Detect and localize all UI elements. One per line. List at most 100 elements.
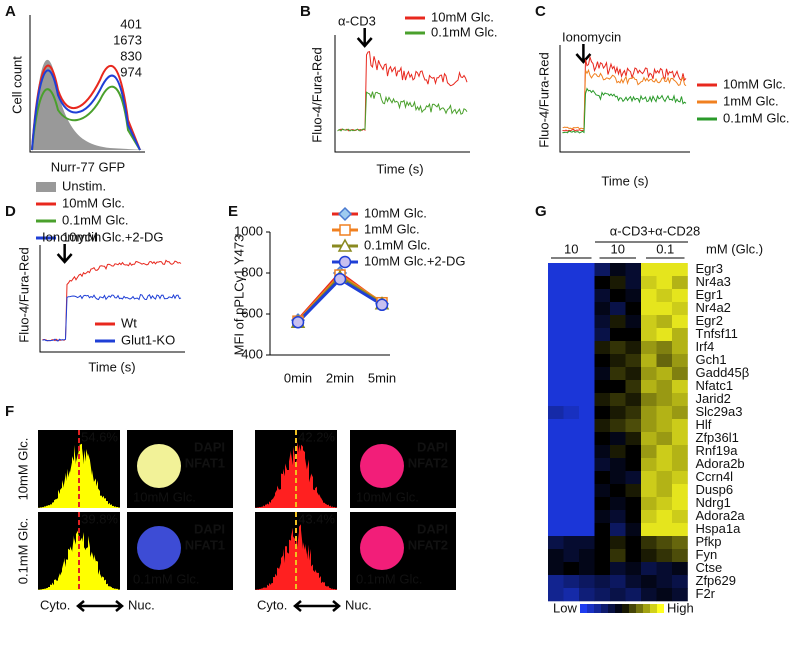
heatmap-cell (563, 523, 580, 537)
heatmap-cell (594, 276, 611, 290)
heatmap-cell (548, 471, 564, 485)
gene-label: Adora2b (696, 456, 745, 471)
heatmap-cell (656, 497, 673, 511)
legend-marker (339, 224, 351, 236)
histogram (255, 524, 337, 590)
heatmap-cell (625, 549, 642, 563)
heatmap-cell (548, 458, 564, 472)
heatmap-cell (610, 341, 626, 355)
colorbar-cell (643, 604, 650, 613)
heatmap-cell (641, 302, 657, 316)
heatmap-cell (641, 328, 657, 342)
double-arrow (293, 600, 341, 612)
gene-label: Fyn (696, 547, 718, 562)
heatmap-cell (641, 354, 657, 368)
heatmap-cell (610, 588, 626, 602)
heatmap-cell (594, 458, 611, 472)
y-axis-label: Fluo-4/Fura-Red (16, 247, 31, 342)
colorbar-label: High (667, 600, 694, 615)
heatmap-cell (610, 575, 626, 589)
heatmap-cell (672, 302, 688, 316)
heatmap-cell (625, 575, 642, 589)
heatmap-cell (548, 536, 564, 550)
heatmap-cell (610, 562, 626, 576)
heatmap-cell (548, 263, 564, 277)
colorbar-cell (594, 604, 601, 613)
double-arrow (76, 600, 124, 612)
heatmap-cell (548, 354, 564, 368)
x-tick-label: 2min (326, 370, 354, 385)
heatmap-cell (656, 536, 673, 550)
axes (39, 245, 185, 353)
heatmap-cell (579, 380, 595, 394)
marker (333, 272, 347, 286)
heatmap-cell (641, 523, 657, 537)
heatmap-cell (656, 354, 673, 368)
stain-label: NFAT1 (185, 455, 225, 470)
heatmap-cell (641, 341, 657, 355)
heatmap-cell (563, 484, 580, 498)
heatmap-cell (656, 588, 673, 602)
heatmap-cell (548, 523, 564, 537)
heatmap-cell (625, 406, 642, 420)
heatmap-cell (594, 315, 611, 329)
heatmap-cell (563, 445, 580, 459)
heatmap-cell (672, 341, 688, 355)
heatmap-cell (641, 380, 657, 394)
y-axis-label: Fluo-4/Fura-Red (309, 47, 324, 142)
panel-letter: E (228, 203, 238, 220)
heatmap-cell (656, 445, 673, 459)
heatmap-cell (625, 263, 642, 277)
heatmap-cell (594, 406, 611, 420)
heatmap-cell (625, 393, 642, 407)
heatmap-cell (548, 315, 564, 329)
heatmap-cell (656, 341, 673, 355)
colorbar-label: Low (553, 600, 577, 615)
heatmap-cell (672, 393, 688, 407)
colorbar-cell (650, 604, 657, 613)
heatmap-cell (610, 380, 626, 394)
y-tick-label: 800 (241, 264, 263, 279)
trace (42, 259, 182, 342)
stain-label: NFAT2 (408, 455, 448, 470)
group-label: 10 (564, 241, 578, 256)
heatmap-cell (625, 445, 642, 459)
legend-label: 0.1mM Glc. (364, 237, 430, 252)
gene-label: Pfkp (696, 534, 722, 549)
heatmap-cell (563, 289, 580, 303)
heatmap-cell (641, 458, 657, 472)
gene-label: Ndrg1 (696, 495, 731, 510)
y-axis-label: MFI of pPLCγ1 Y473 (231, 235, 246, 356)
heatmap-cell (625, 315, 642, 329)
heatmap-cell (672, 328, 688, 342)
stain-label: NFAT2 (408, 537, 448, 552)
stain-label: DAPI (417, 439, 448, 454)
heatmap-cell (625, 354, 642, 368)
heatmap-cell (594, 263, 611, 277)
heatmap-cell (641, 276, 657, 290)
heatmap-cell (579, 562, 595, 576)
y-axis-label: Fluo-4/Fura-Red (536, 52, 551, 147)
heatmap-cell (641, 315, 657, 329)
heatmap-cell (563, 419, 580, 433)
heatmap-cell (641, 393, 657, 407)
gene-label: Nfatc1 (696, 378, 734, 393)
heatmap-cell (563, 458, 580, 472)
percent-label: 39.8% (81, 511, 118, 526)
heatmap-cell (610, 289, 626, 303)
heatmap-cell (594, 549, 611, 563)
gene-label: Rnf19a (696, 443, 739, 458)
heatmap-cell (672, 484, 688, 498)
gene-label: Gadd45β (696, 365, 750, 380)
heatmap-cell (656, 276, 673, 290)
stimulus-label: α-CD3 (338, 13, 376, 28)
axis-label: Nuc. (345, 597, 372, 612)
histogram (31, 69, 141, 151)
legend-label: Glut1-KO (121, 332, 175, 347)
axes (334, 35, 470, 153)
gene-label: Dusp6 (696, 482, 734, 497)
legend-label: 10mM Glc.+2-DG (62, 229, 164, 244)
legend-marker (337, 206, 353, 222)
image-caption: 10mM Glc. (133, 489, 196, 504)
heatmap-cell (579, 289, 595, 303)
